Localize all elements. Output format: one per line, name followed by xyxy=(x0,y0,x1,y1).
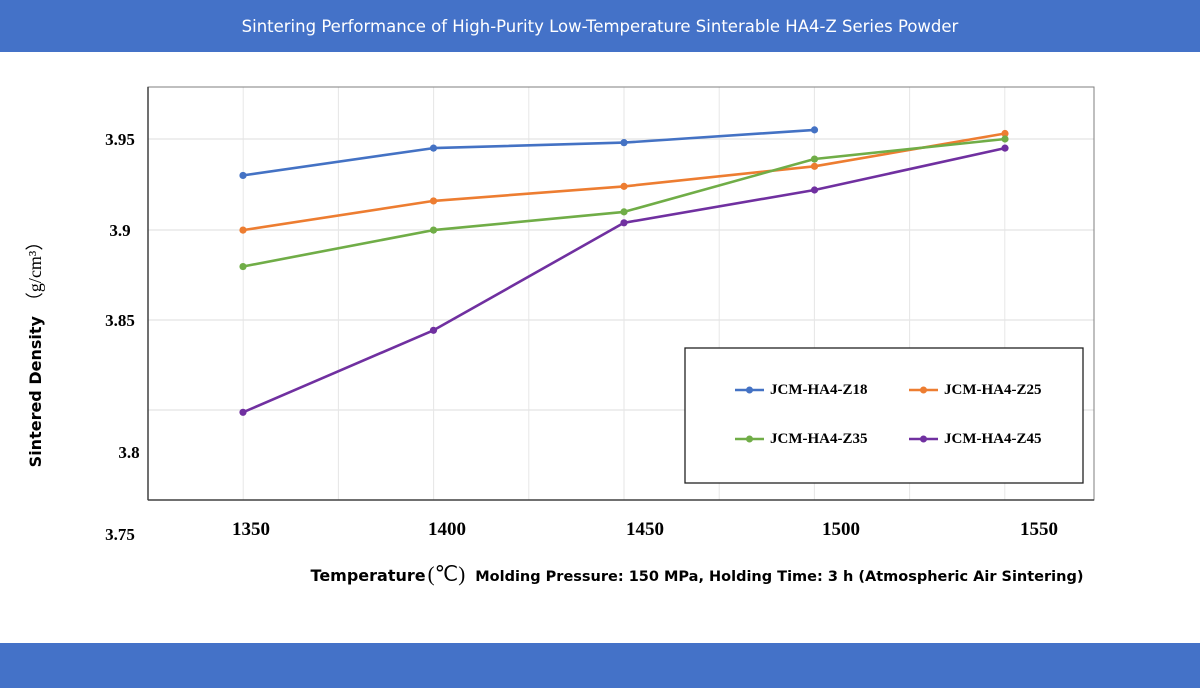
data-point xyxy=(429,144,438,152)
data-point xyxy=(810,186,819,194)
data-point xyxy=(620,182,628,190)
data-point xyxy=(429,226,438,234)
legend-marker xyxy=(746,386,753,394)
header-bar: Sintering Performance of High-Purity Low… xyxy=(0,0,1200,52)
x-tick-label: 1550 xyxy=(1020,519,1058,540)
legend-item: JCM-HA4-Z25 xyxy=(909,382,1042,398)
data-point xyxy=(239,171,247,180)
legend-label: JCM-HA4-Z18 xyxy=(770,382,868,398)
legend-label: JCM-HA4-Z25 xyxy=(944,382,1042,398)
data-point xyxy=(810,155,819,163)
y-tick-label: 3.9 xyxy=(109,221,130,240)
series-line xyxy=(242,128,815,177)
y-tick-label: 3.75 xyxy=(105,525,135,544)
legend-item: JCM-HA4-Z45 xyxy=(909,431,1042,447)
legend-marker xyxy=(920,435,927,443)
data-point xyxy=(620,208,628,216)
legend-marker xyxy=(920,386,927,394)
footer-bar xyxy=(0,643,1200,688)
legend-items: JCM-HA4-Z18 JCM-HA4-Z25 JCM-HA4-Z35 JCM-HA4… xyxy=(735,382,1042,447)
series-JCM-HA4-Z18 xyxy=(239,126,819,180)
legend-item: JCM-HA4-Z18 xyxy=(735,382,868,398)
x-tick-labels: 1350 1400 1450 1500 1550 xyxy=(232,519,1058,540)
y-tick-label: 3.8 xyxy=(118,443,139,462)
data-point xyxy=(239,262,247,271)
x-tick-label: 1400 xyxy=(428,519,466,540)
data-point xyxy=(1001,144,1009,152)
y-tick-label: 3.85 xyxy=(105,311,135,330)
legend-box xyxy=(684,347,1084,484)
legend-marker xyxy=(746,435,753,443)
y-tick-labels: 3.95 3.9 3.85 3.8 3.75 xyxy=(105,130,140,544)
data-point xyxy=(620,219,628,227)
chart-title: Sintering Performance of High-Purity Low… xyxy=(241,16,959,36)
y-axis-label: Sintered Density（g/cm³） xyxy=(25,233,45,468)
data-point xyxy=(1001,135,1009,143)
x-tick-label: 1350 xyxy=(232,519,270,540)
data-point xyxy=(620,139,628,147)
data-point xyxy=(429,197,438,205)
data-point xyxy=(239,226,247,234)
legend: JCM-HA4-Z18 JCM-HA4-Z25 JCM-HA4-Z35 JCM-HA4… xyxy=(684,347,1084,484)
legend-item: JCM-HA4-Z35 xyxy=(735,431,868,447)
x-tick-label: 1450 xyxy=(626,519,664,540)
legend-label: JCM-HA4-Z35 xyxy=(770,431,868,447)
y-tick-label: 3.95 xyxy=(105,130,135,149)
data-point xyxy=(239,408,247,416)
data-point xyxy=(810,126,819,134)
series-layer xyxy=(239,126,1009,416)
data-point xyxy=(429,326,438,334)
series-JCM-HA4-Z35 xyxy=(239,135,1009,271)
legend-label: JCM-HA4-Z45 xyxy=(944,431,1042,447)
series-JCM-HA4-Z25 xyxy=(239,129,1009,234)
x-axis-label: Temperature(℃) Molding Pressure: 150 MPa,… xyxy=(311,562,1084,586)
series-JCM-HA4-Z45 xyxy=(239,144,1009,416)
data-point xyxy=(1001,129,1009,138)
data-point xyxy=(810,162,819,170)
x-tick-label: 1500 xyxy=(822,519,860,540)
